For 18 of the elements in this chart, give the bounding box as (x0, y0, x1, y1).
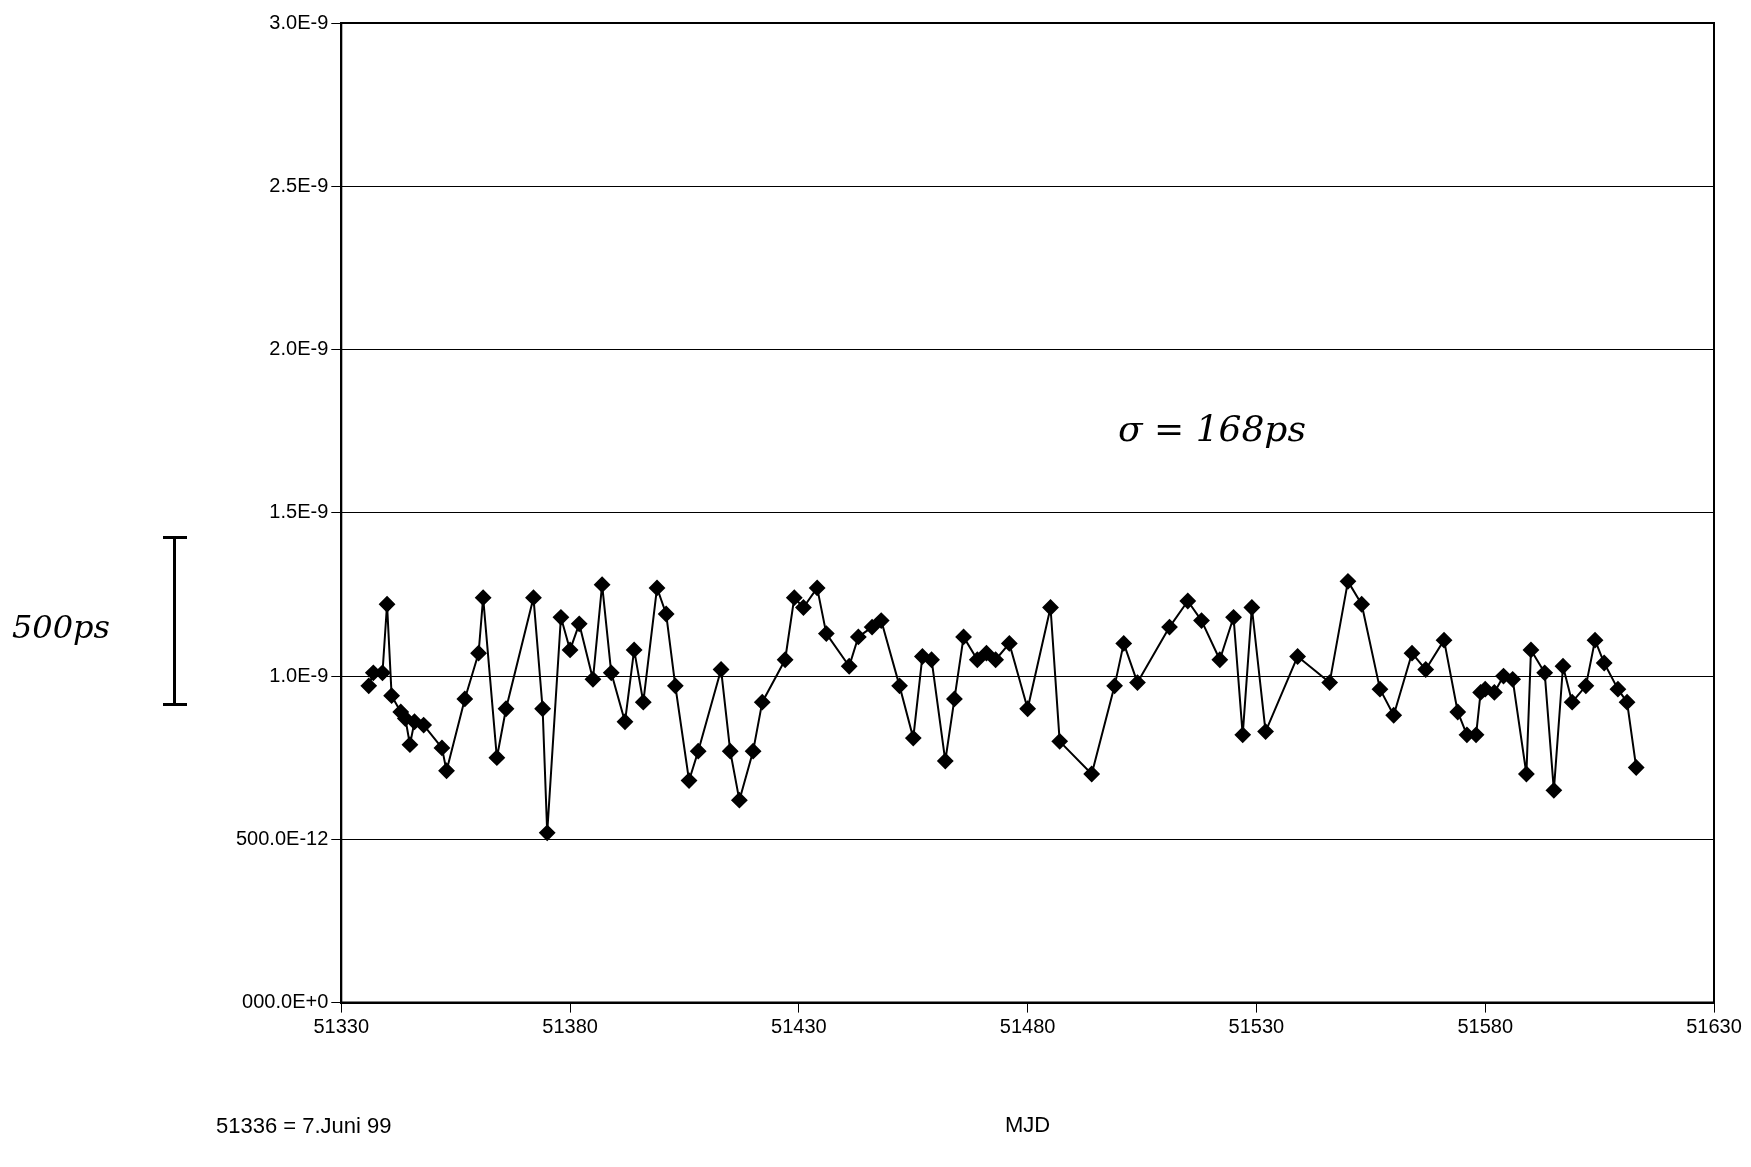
y-tick-label: 500.0E-12 (236, 826, 329, 849)
y-tick-label: 1.5E-9 (269, 500, 329, 523)
text: 500ps (12, 608, 110, 646)
x-tick-label: 51480 (999, 1015, 1056, 1038)
x-axis-title: MJD (1005, 1111, 1051, 1137)
y-tick-label: 3.0E-9 (269, 10, 329, 33)
x-tick-label: 51380 (542, 1015, 598, 1038)
text: 51336 = 7.Juni 99 (216, 1113, 392, 1139)
y-tick-label: 2.5E-9 (269, 173, 329, 196)
y-tick-label: 1.0E-9 (269, 663, 329, 686)
x-tick-label: 51430 (771, 1015, 827, 1038)
x-tick-label: 51530 (1228, 1015, 1285, 1038)
x-tick-label: 51630 (1686, 1015, 1742, 1038)
y-tick-label: 000.0E+0 (242, 990, 329, 1013)
y-tick-label: 2.0E-9 (269, 337, 329, 360)
annotation: σ = 168ps (1118, 408, 1306, 449)
x-tick-label: 51580 (1457, 1015, 1514, 1038)
x-tick-label: 51330 (313, 1015, 370, 1038)
